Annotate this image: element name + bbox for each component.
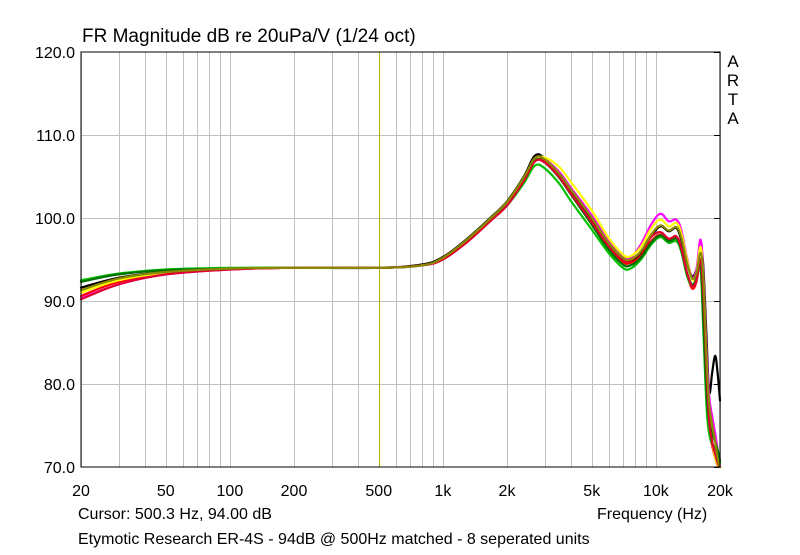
x-tick-label: 100 — [217, 483, 244, 500]
x-tick-label: 20k — [707, 483, 734, 500]
chart-title: FR Magnitude dB re 20uPa/V (1/24 oct) — [82, 26, 416, 47]
brand-letter-a1: A — [727, 52, 739, 71]
x-tick-label: 1k — [434, 483, 452, 500]
brand-letter-r: R — [726, 71, 740, 90]
caption: Etymotic Research ER-4S - 94dB @ 500Hz m… — [78, 531, 590, 548]
x-tick-label: 20 — [72, 483, 90, 500]
x-tick-label: 2k — [499, 483, 517, 500]
x-axis-label: Frequency (Hz) — [597, 506, 708, 523]
y-tick-label: 80.0 — [44, 377, 75, 394]
y-tick-label: 120.0 — [35, 45, 75, 62]
y-tick-labels: 70.0 80.0 90.0 100.0 110.0 120.0 — [35, 45, 75, 477]
brand-letter-t: T — [727, 90, 739, 109]
x-tick-label: 500 — [365, 483, 392, 500]
series-line-3 — [79, 155, 722, 469]
series-line-1 — [79, 153, 722, 402]
cursor-readout: Cursor: 500.3 Hz, 94.00 dB — [78, 506, 272, 523]
series-line-8 — [79, 155, 722, 469]
x-tick-label: 5k — [583, 483, 601, 500]
y-tick-label: 110.0 — [36, 128, 75, 145]
x-tick-label: 50 — [157, 483, 175, 500]
series-line-7 — [79, 158, 722, 469]
brand-letter-a2: A — [727, 109, 739, 128]
y-tick-label: 100.0 — [35, 211, 75, 228]
series-line-4 — [79, 155, 722, 469]
series-line-2 — [79, 157, 722, 469]
x-tick-label: 200 — [281, 483, 308, 500]
x-tick-label: 10k — [643, 483, 670, 500]
series-line-6 — [79, 157, 722, 462]
y-tick-label: 70.0 — [44, 460, 75, 477]
y-tick-label: 90.0 — [44, 294, 75, 311]
x-tick-labels: 20 50 100 200 500 1k 2k 5k 10k 20k — [72, 483, 734, 500]
series-line-5 — [79, 163, 722, 464]
series-lines — [79, 153, 722, 469]
plot-frame — [80, 51, 721, 468]
